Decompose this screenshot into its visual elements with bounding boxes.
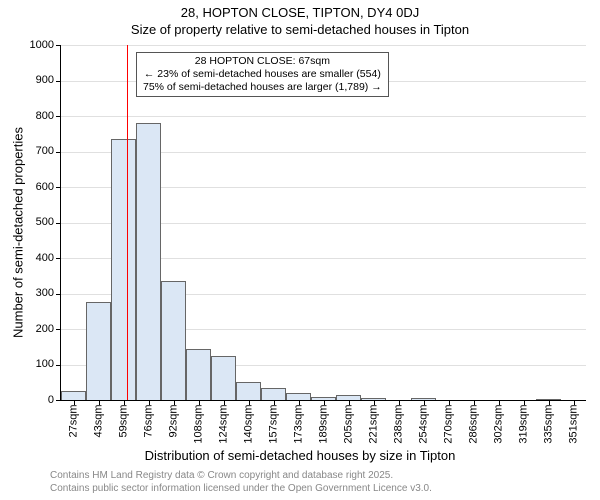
plot-area: 0100200300400500600700800900100027sqm43s…: [60, 45, 586, 401]
x-tick-label: 92sqm: [168, 405, 179, 451]
y-tick-mark: [56, 400, 61, 401]
x-tick-label: 335sqm: [543, 405, 554, 451]
x-tick-label: 59sqm: [118, 405, 129, 451]
chart-subtitle: Size of property relative to semi-detach…: [0, 22, 600, 37]
x-tick-label: 238sqm: [393, 405, 404, 451]
x-tick-label: 140sqm: [243, 405, 254, 451]
x-tick-label: 157sqm: [268, 405, 279, 451]
chart-title: 28, HOPTON CLOSE, TIPTON, DY4 0DJ: [0, 5, 600, 20]
histogram-bar: [86, 302, 111, 400]
gridline: [61, 116, 586, 117]
y-tick-label: 500: [16, 217, 54, 228]
x-tick-label: 254sqm: [418, 405, 429, 451]
y-tick-label: 800: [16, 111, 54, 122]
histogram-bar: [61, 391, 86, 400]
callout-box: 28 HOPTON CLOSE: 67sqm← 23% of semi-deta…: [136, 52, 389, 97]
y-tick-mark: [56, 152, 61, 153]
y-tick-mark: [56, 116, 61, 117]
callout-line: 75% of semi-detached houses are larger (…: [143, 81, 382, 94]
x-tick-label: 189sqm: [318, 405, 329, 451]
y-tick-label: 400: [16, 253, 54, 264]
x-tick-label: 124sqm: [218, 405, 229, 451]
y-tick-mark: [56, 258, 61, 259]
histogram-bar: [261, 388, 286, 400]
x-tick-label: 43sqm: [93, 405, 104, 451]
y-tick-mark: [56, 45, 61, 46]
y-tick-label: 0: [16, 395, 54, 406]
marker-line: [127, 45, 128, 400]
y-tick-mark: [56, 329, 61, 330]
histogram-bar: [111, 139, 136, 400]
y-tick-label: 700: [16, 146, 54, 157]
x-tick-label: 108sqm: [193, 405, 204, 451]
x-tick-label: 27sqm: [68, 405, 79, 451]
chart-container: 28, HOPTON CLOSE, TIPTON, DY4 0DJ Size o…: [0, 0, 600, 500]
credit-line-1: Contains HM Land Registry data © Crown c…: [50, 470, 393, 481]
x-tick-label: 270sqm: [443, 405, 454, 451]
y-tick-mark: [56, 294, 61, 295]
histogram-bar: [136, 123, 161, 400]
y-tick-label: 1000: [16, 40, 54, 51]
credit-line-2: Contains public sector information licen…: [50, 483, 432, 494]
x-tick-label: 173sqm: [293, 405, 304, 451]
y-tick-mark: [56, 365, 61, 366]
histogram-bar: [186, 349, 211, 400]
y-axis-label: Number of semi-detached properties: [11, 83, 26, 383]
callout-line: ← 23% of semi-detached houses are smalle…: [143, 68, 382, 81]
histogram-bar: [236, 382, 261, 400]
gridline: [61, 45, 586, 46]
x-tick-label: 302sqm: [493, 405, 504, 451]
x-axis-label: Distribution of semi-detached houses by …: [0, 448, 600, 463]
y-tick-mark: [56, 81, 61, 82]
callout-line: 28 HOPTON CLOSE: 67sqm: [143, 55, 382, 68]
y-tick-label: 300: [16, 288, 54, 299]
y-tick-mark: [56, 223, 61, 224]
x-tick-label: 76sqm: [143, 405, 154, 451]
x-tick-label: 351sqm: [568, 405, 579, 451]
histogram-bar: [286, 393, 311, 400]
histogram-bar: [161, 281, 186, 400]
x-tick-label: 286sqm: [468, 405, 479, 451]
x-tick-label: 205sqm: [343, 405, 354, 451]
y-tick-label: 600: [16, 182, 54, 193]
y-tick-label: 200: [16, 324, 54, 335]
y-tick-mark: [56, 187, 61, 188]
y-tick-label: 900: [16, 75, 54, 86]
x-tick-label: 319sqm: [518, 405, 529, 451]
histogram-bar: [211, 356, 236, 400]
x-tick-label: 221sqm: [368, 405, 379, 451]
y-tick-label: 100: [16, 359, 54, 370]
